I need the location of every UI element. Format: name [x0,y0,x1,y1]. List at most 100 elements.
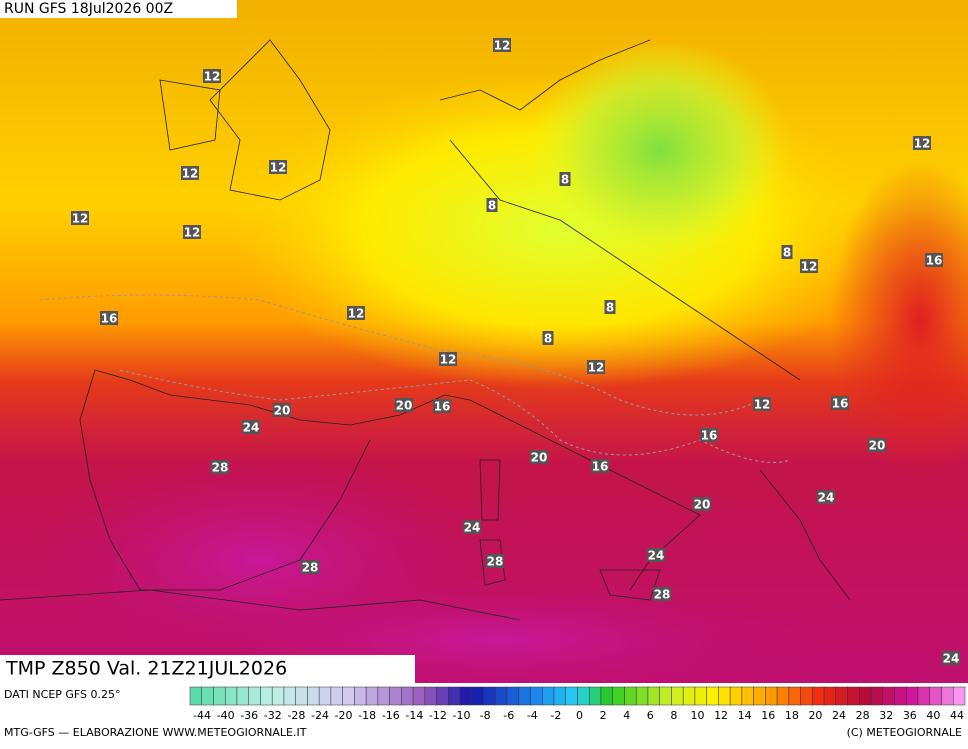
label-box [486,198,498,212]
color-swatch [365,686,379,706]
label-box [530,450,548,464]
color-swatch [894,686,907,706]
coastlines [0,39,851,621]
colorbar-tick-label: -28 [287,709,305,722]
color-swatch [389,686,402,706]
colorbar-tick-label: -36 [240,709,258,722]
colorbar-tick-label: -20 [335,709,353,722]
label-box [301,560,319,574]
label-box [439,352,457,366]
color-swatch [459,686,473,706]
label-box [493,38,511,52]
isotherm-label: 28 [302,561,319,575]
isotherm-labels: 12 12 12 12 12 8 8 12 12 8 12 16 12 8 16 8 12 12 20 20 16 12 1… [71,38,960,666]
color-swatch [518,686,531,706]
label-box [486,554,504,568]
color-swatch [283,686,296,706]
isotherm-label: 12 [494,39,511,53]
colorbar-tick-label: -12 [429,709,447,722]
color-swatch [189,686,202,706]
colorbar-tick-label: 6 [647,709,654,722]
color-swatch [635,686,649,706]
label-box [100,311,118,325]
label-box [800,259,818,273]
label-box [604,300,616,314]
isotherm-label: 12 [440,353,457,367]
label-box [647,548,665,562]
colorbar-tick-label: 44 [950,709,964,722]
isotherm-label: 8 [783,246,791,260]
colorbar-tick-label: 28 [856,709,870,722]
colorbar-tick-label: -8 [480,709,491,722]
color-swatch [271,686,285,706]
label-box [653,587,671,601]
color-swatch [682,686,696,706]
isotherm-label: 12 [348,307,365,321]
footer-left: MTG-GFS — ELABORAZIONE WWW.METEOGIORNALE… [4,726,307,739]
color-swatch [600,686,613,706]
isotherm-label: 12 [184,226,201,240]
label-box [781,245,793,259]
map-title: TMP Z850 Val. 21Z21JUL2026 [5,658,287,680]
temperature-field [0,0,968,700]
color-swatch [953,686,966,706]
isotherm-label: 12 [801,260,818,274]
color-swatch [906,686,919,706]
isotherm-label: 16 [101,312,118,326]
label-box [868,438,886,452]
isotherm-label: 16 [701,429,718,443]
color-swatch [330,686,343,706]
label-box [753,397,771,411]
color-swatch [412,686,426,706]
color-swatch [870,686,884,706]
colorbar-tick-label: 0 [576,709,583,722]
color-swatch [495,686,508,706]
label-box [211,460,229,474]
isotherm-label: 20 [531,451,548,465]
label-box [183,225,201,239]
isotherm-label: 8 [606,301,614,315]
color-swatch [565,686,578,706]
isotherm-label: 20 [396,399,413,413]
colorbar-tick-label: -4 [527,709,538,722]
color-swatch [342,686,355,706]
color-swatch [530,686,543,706]
color-swatch [553,686,567,706]
isotherm-label: 28 [654,588,671,602]
color-swatch [307,686,320,706]
isotherm-label: 12 [588,361,605,375]
colorbar-tick-label: 40 [926,709,940,722]
color-swatch [448,686,461,706]
isotherm-label: 24 [464,521,481,535]
isotherm-label: 28 [212,461,229,475]
colorbar-tick-label: -10 [453,709,471,722]
label-box [817,490,835,504]
header-box [0,0,237,18]
color-swatch [706,686,719,706]
color-swatch [859,686,872,706]
color-swatch [624,686,637,706]
colorbar-tick-label: 2 [600,709,607,722]
isotherm-label: 12 [182,167,199,181]
label-box [542,331,554,345]
label-box [925,253,943,267]
label-box [693,497,711,511]
color-swatch [260,686,273,706]
color-swatch [483,686,496,706]
label-box [831,396,849,410]
isotherm-label: 12 [914,137,931,151]
color-swatch [917,686,931,706]
source-label: DATI NCEP GFS 0.25° [4,688,121,701]
colorbar: -44 -40 -36 -32 -28 -24 -20 -18 -16 -14 -12 -10 -8 -6… [189,686,966,722]
color-swatch [753,686,766,706]
colorbar-tick-label: 14 [738,709,752,722]
colorbar-tick-label: 36 [903,709,917,722]
isotherm-label: 24 [243,421,260,435]
color-swatch [835,686,848,706]
isotherm-label: 12 [270,161,287,175]
isotherm-label: 20 [274,404,291,418]
color-swatch [847,686,860,706]
isotherm-label: 12 [72,212,89,226]
label-box [700,428,718,442]
color-swatch [659,686,672,706]
